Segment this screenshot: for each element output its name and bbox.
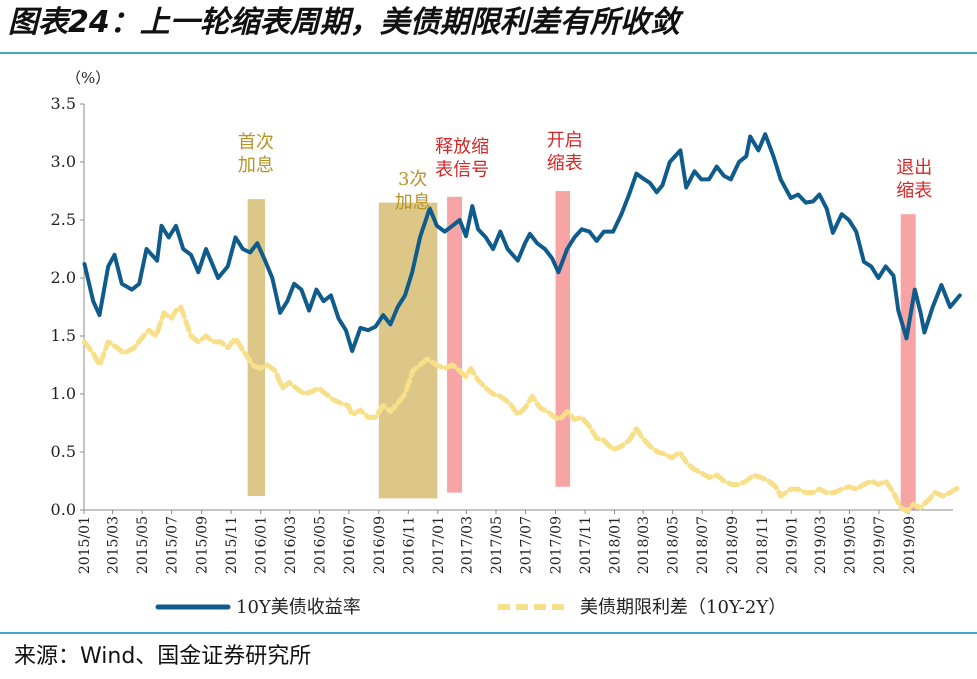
- x-tick-label: 2015/09: [195, 516, 211, 574]
- event-band: [900, 214, 916, 510]
- x-tick-label: 2019/07: [872, 516, 888, 574]
- band-annotation: 首次: [238, 132, 274, 153]
- line-chart: （%） 0.0 0.5 1.0 1.5 2.0 2.5 3.0 3.5 2015/01 2015/0…: [51, 69, 963, 618]
- x-tick-label: 2019/03: [813, 516, 829, 574]
- band-annotation: 缩表: [547, 153, 583, 174]
- x-tick-label: 2018/03: [636, 516, 652, 574]
- legend-label-yield: 10Y美债收益率: [236, 597, 361, 618]
- band-annotation: 退出: [896, 158, 932, 179]
- x-tick-label: 2018/11: [755, 516, 771, 574]
- y-tick-label: 1.5: [51, 326, 76, 345]
- x-tick-label: 2016/05: [312, 516, 328, 574]
- source-divider: [0, 632, 977, 634]
- y-tick-label: 1.0: [51, 384, 76, 403]
- x-tick-label: 2019/05: [842, 516, 858, 574]
- y-tick-label: 2.0: [51, 268, 76, 287]
- band-annotation: 加息: [238, 155, 274, 176]
- band-annotation: 开启: [547, 130, 583, 151]
- event-band: [447, 196, 463, 493]
- x-tick-label: 2019/09: [902, 516, 918, 574]
- x-tick-label: 2018/05: [666, 516, 682, 574]
- yield-series-line: [82, 132, 962, 354]
- x-tick-label: 2019/01: [784, 516, 800, 574]
- band-annotation: 表信号: [435, 160, 489, 181]
- y-unit-label: （%）: [66, 69, 110, 87]
- x-tick-label: 2015/07: [165, 516, 181, 574]
- band-annotation: 3次: [398, 169, 427, 190]
- event-band: [555, 191, 571, 487]
- x-tick-label: 2018/01: [608, 516, 624, 574]
- source-note: 来源：Wind、国金证券研究所: [14, 644, 312, 669]
- y-tick-label: 0.5: [51, 442, 76, 461]
- x-tick-label: 2017/11: [578, 516, 594, 574]
- x-tick-label: 2017/05: [489, 516, 505, 574]
- x-tick-label: 2016/11: [401, 516, 417, 574]
- y-tick-label: 3.0: [51, 152, 76, 171]
- x-tick-label: 2016/03: [283, 516, 299, 574]
- band-annotation: 加息: [395, 192, 431, 213]
- title-divider: [0, 52, 977, 54]
- y-tick-label: 3.5: [51, 94, 76, 113]
- y-tick-label: 2.5: [51, 210, 76, 229]
- x-tick-label: 2015/11: [224, 516, 240, 574]
- event-band: [247, 199, 266, 497]
- x-tick-label: 2017/01: [431, 516, 447, 574]
- band-annotation: 释放缩: [435, 137, 489, 158]
- y-tick-label: 0.0: [51, 500, 76, 519]
- x-tick-label: 2015/03: [106, 516, 122, 574]
- x-tick-label: 2017/03: [459, 516, 475, 574]
- x-tick-label: 2017/09: [549, 516, 565, 574]
- x-tick-label: 2016/01: [254, 516, 270, 574]
- x-tick-label: 2018/07: [695, 516, 711, 574]
- x-tick-label: 2015/05: [135, 516, 151, 574]
- legend-label-spread: 美债期限利差（10Y-2Y）: [580, 597, 786, 618]
- event-band: [378, 202, 438, 499]
- x-tick-label: 2015/01: [77, 516, 93, 574]
- spread-series-line: [82, 304, 963, 514]
- band-annotation: 缩表: [896, 181, 932, 202]
- x-tick-label: 2016/07: [342, 516, 358, 574]
- x-tick-label: 2016/09: [372, 516, 388, 574]
- x-tick-label: 2017/07: [519, 516, 535, 574]
- x-tick-label: 2018/09: [725, 516, 741, 574]
- figure-title: 图表24：上一轮缩表周期，美债期限利差有所收敛: [8, 5, 680, 40]
